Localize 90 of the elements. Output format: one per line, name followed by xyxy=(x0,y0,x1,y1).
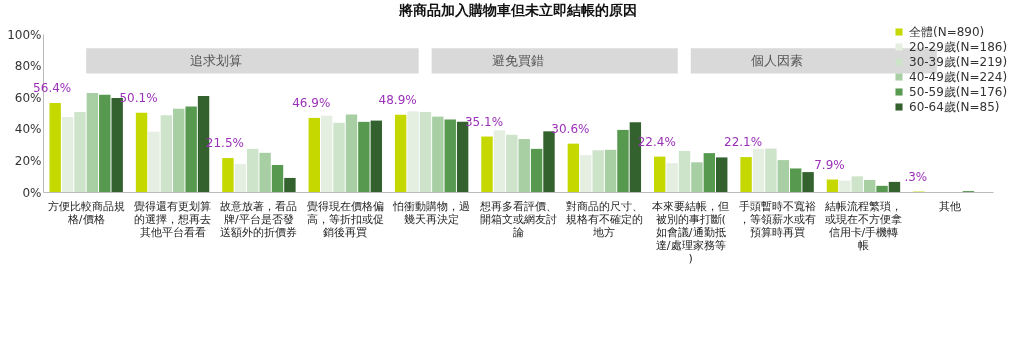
bar xyxy=(49,102,61,192)
bar xyxy=(617,129,629,192)
bar xyxy=(691,162,703,192)
bar xyxy=(247,148,259,192)
y-tick-label: 40% xyxy=(14,122,42,137)
bar xyxy=(148,131,160,192)
bar xyxy=(345,114,358,192)
bar xyxy=(703,153,716,192)
bar xyxy=(802,172,814,192)
bar xyxy=(592,150,604,192)
bar xyxy=(716,157,728,192)
data-label: 30.6% xyxy=(551,121,590,136)
bar xyxy=(394,114,407,192)
legend-label: 60-64歲(N=85) xyxy=(909,100,1000,114)
bar xyxy=(419,112,432,192)
bar xyxy=(481,136,493,192)
chart-title: 將商品加入購物車但未立即結帳的原因 xyxy=(398,2,637,18)
bar xyxy=(543,131,555,192)
bar xyxy=(777,160,789,192)
legend-label: 20-29歲(N=186) xyxy=(909,40,1008,54)
y-tick-label: 0% xyxy=(22,185,42,200)
bar xyxy=(740,157,752,192)
x-tick-label: 覺得還有更划算的選擇，想再去其他平台看看 xyxy=(134,199,212,239)
bar xyxy=(789,168,802,192)
bar xyxy=(222,158,234,192)
bar xyxy=(876,185,888,192)
annotation: 避免買錯 xyxy=(492,52,544,68)
bar xyxy=(506,134,518,192)
bar xyxy=(284,177,296,192)
x-tick-label: 結帳流程繁瑣，或現在不方便拿信用卡/手機轉帳 xyxy=(823,199,902,252)
bar xyxy=(826,179,839,192)
bar xyxy=(135,112,148,192)
bar xyxy=(851,176,863,192)
bar xyxy=(358,121,370,192)
data-label: 35.1% xyxy=(464,114,504,129)
bar xyxy=(234,163,247,192)
bar xyxy=(432,116,444,192)
data-label: 7.9% xyxy=(814,157,845,172)
bar xyxy=(370,120,382,192)
bar xyxy=(888,181,901,192)
bar xyxy=(604,149,617,192)
data-label: 22.1% xyxy=(724,135,763,150)
x-tick-label: 本來要結帳，但被別的事打斷(如會議/通勤抵達/處理家務等) xyxy=(652,199,730,265)
bar xyxy=(160,115,173,192)
y-tick-label: 100% xyxy=(7,27,42,42)
legend-label: 全體(N=890) xyxy=(909,25,985,39)
x-tick-label: 對商品的尺寸、規格有不確定的地方 xyxy=(565,199,643,239)
bar xyxy=(86,93,99,192)
x-tick-label: 覺得現在價格偏高，等折扣或促銷後再買 xyxy=(306,199,384,239)
bar xyxy=(654,156,666,192)
legend-label: 30-39歲(N=219) xyxy=(909,55,1008,69)
x-tick-label: 故意放著，看品牌/平台是否發送額外的折價券 xyxy=(220,199,298,239)
bar xyxy=(567,143,580,192)
bar xyxy=(407,111,419,192)
annotation: 追求划算 xyxy=(189,52,242,68)
bar xyxy=(99,94,111,192)
y-tick-label: 20% xyxy=(14,153,42,168)
bar xyxy=(839,180,851,192)
bar xyxy=(173,108,185,192)
bar xyxy=(666,163,678,192)
x-tick-label: 其他 xyxy=(938,199,961,213)
bar xyxy=(74,112,86,192)
bar xyxy=(678,150,691,192)
annotation: 個人因素 xyxy=(751,52,804,68)
bar xyxy=(61,116,74,192)
y-tick-label: 80% xyxy=(14,59,42,74)
x-tick-label: 怕衝動購物，過幾天再決定 xyxy=(392,199,471,226)
bar xyxy=(259,152,271,192)
bar xyxy=(752,148,765,192)
bar xyxy=(444,119,456,192)
data-label: 46.9% xyxy=(292,95,331,110)
data-label: 48.9% xyxy=(378,92,417,107)
data-label: 50.1% xyxy=(119,90,158,105)
legend-label: 50-59歲(N=176) xyxy=(909,85,1008,99)
data-label: .3% xyxy=(904,169,928,184)
bar xyxy=(271,164,284,192)
bar xyxy=(863,179,876,192)
bar xyxy=(493,130,506,192)
bar xyxy=(580,155,592,192)
bar xyxy=(308,117,320,192)
legend-label: 40-49歲(N=224) xyxy=(909,70,1008,84)
bar xyxy=(185,106,197,192)
x-tick-label: 方便比較商品規格/價格 xyxy=(47,199,125,226)
bar xyxy=(333,122,345,192)
bar xyxy=(320,115,333,192)
x-tick-label: 想再多看評價、開箱文或網友討論 xyxy=(478,199,557,239)
bar xyxy=(530,148,543,192)
x-tick-label: 手頭暫時不寬裕，等領薪水或有預算時再買 xyxy=(738,199,816,239)
bar xyxy=(765,148,777,192)
bar xyxy=(518,139,530,192)
